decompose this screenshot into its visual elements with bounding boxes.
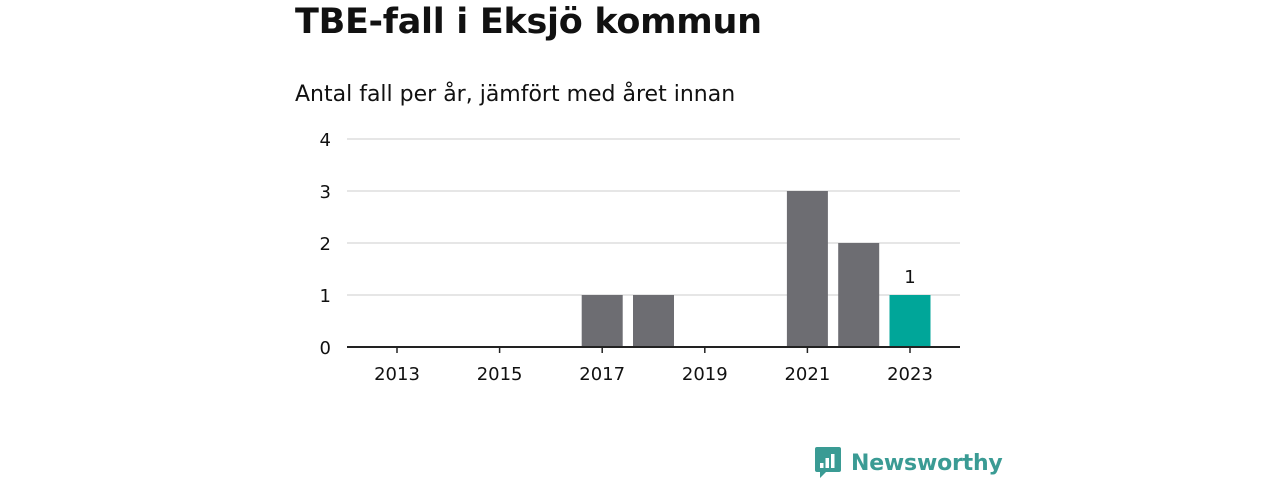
x-tick-label: 2021 — [784, 364, 830, 385]
data-label: 1 — [904, 267, 915, 288]
newsworthy-logo-icon — [815, 447, 841, 478]
y-tick-label: 4 — [320, 130, 331, 151]
y-tick-label: 3 — [320, 182, 331, 203]
newsworthy-logo-text: Newsworthy — [851, 450, 1003, 476]
y-tick-label: 1 — [320, 286, 331, 307]
chart-subtitle: Antal fall per år, jämfört med året inna… — [295, 82, 736, 107]
bar-2018 — [633, 295, 674, 347]
bar-2017 — [581, 295, 623, 347]
newsworthy-logo: Newsworthy — [814, 445, 1003, 481]
x-tick-label: 2013 — [374, 364, 420, 385]
y-tick-label: 0 — [320, 338, 331, 359]
x-tick-label: 2015 — [477, 364, 523, 385]
x-tick-label: 2017 — [579, 364, 625, 385]
bar-2021 — [786, 191, 828, 347]
chart-title: TBE-fall i Eksjö kommun — [295, 2, 762, 42]
bar-2022 — [838, 243, 880, 347]
bar-2023 — [889, 295, 931, 347]
y-tick-label: 2 — [320, 234, 331, 255]
x-tick-label: 2023 — [887, 364, 933, 385]
x-tick-label: 2019 — [682, 364, 728, 385]
